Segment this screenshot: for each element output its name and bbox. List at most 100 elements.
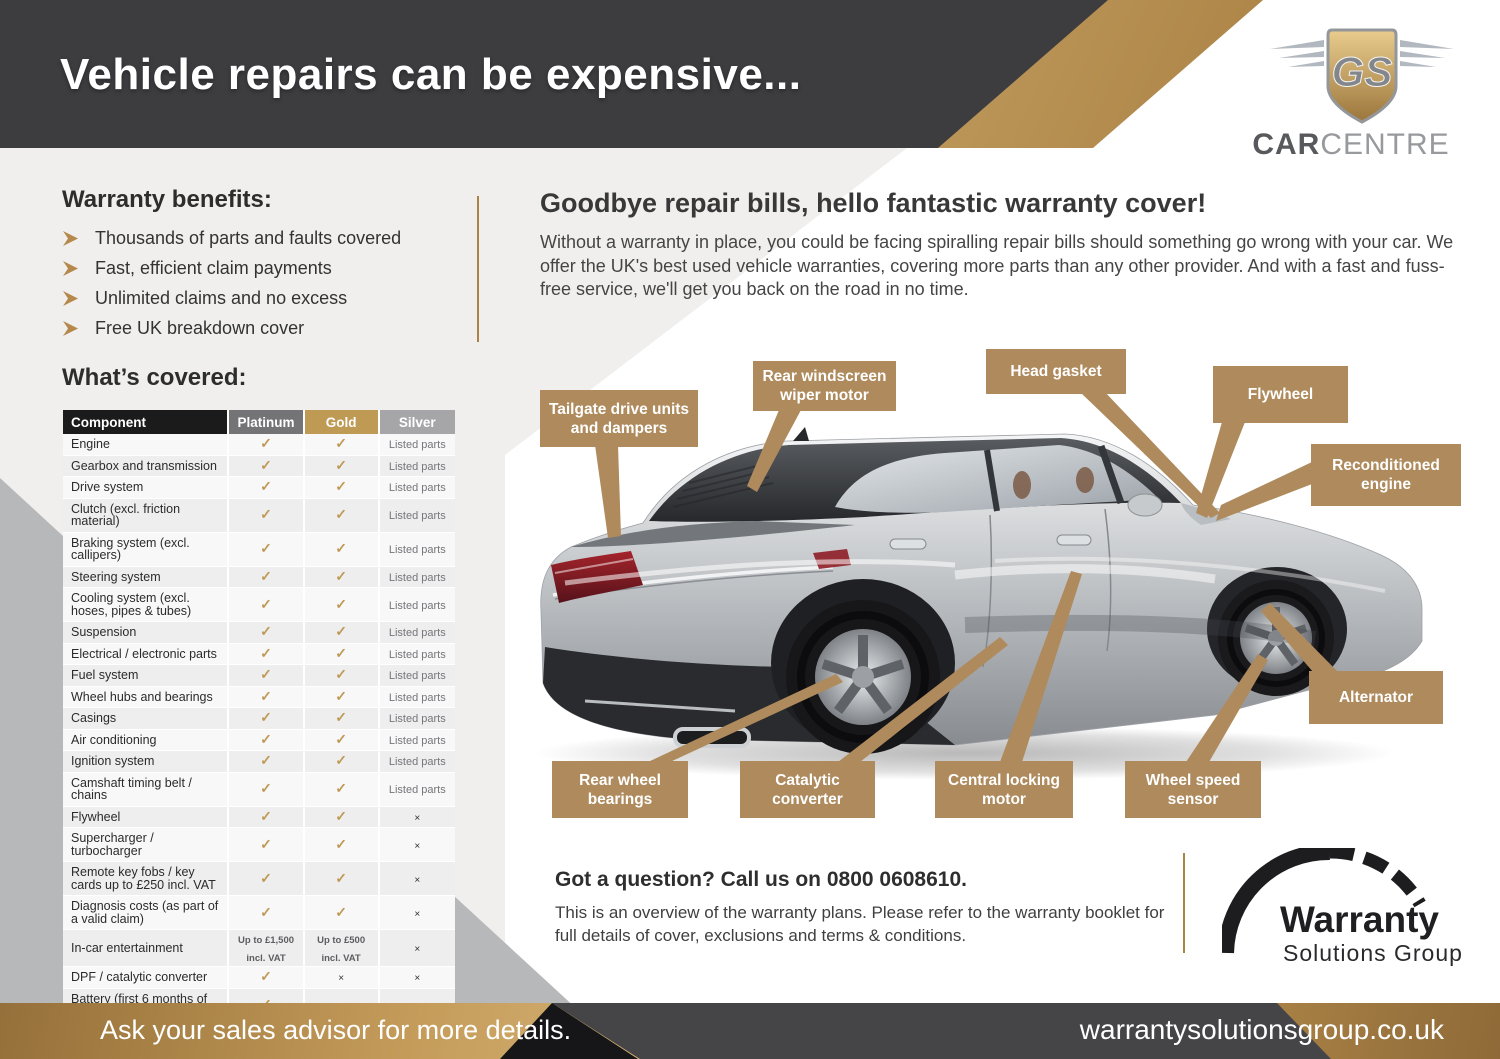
value-cell: Listed parts — [377, 455, 455, 477]
warranty-solutions-group-logo: Warranty Solutions Group — [1222, 848, 1463, 966]
value-cell: Listed parts — [377, 476, 455, 499]
value-cell: ✓ — [302, 827, 379, 862]
table-row: DPF / catalytic converter ✓ × × — [63, 966, 455, 989]
value-cell: × — [302, 966, 379, 989]
component-cell: Engine — [63, 434, 229, 456]
check-icon: ✓ — [335, 666, 347, 683]
table-row: Diagnosis costs (as part of a valid clai… — [63, 895, 455, 930]
value-cell: Up to £1,500 incl. VAT — [227, 929, 304, 967]
value-cell: × — [377, 895, 455, 930]
svg-text:Solutions Group: Solutions Group — [1283, 940, 1463, 966]
check-icon: ✓ — [335, 456, 347, 473]
component-cell: Steering system — [63, 566, 229, 588]
table-row: Camshaft timing belt / chains ✓ ✓ Listed pa… — [63, 772, 455, 807]
car-illustration — [535, 427, 1423, 780]
table-row: Steering system ✓ ✓ Listed parts — [63, 566, 455, 588]
table-row: Air conditioning ✓ ✓ Listed parts — [63, 729, 455, 751]
value-text: Up to £1,500 incl. VAT — [238, 935, 295, 964]
check-icon: ✓ — [335, 869, 347, 886]
value-cell: Listed parts — [377, 772, 455, 807]
value-cell: ✓ — [227, 729, 304, 751]
check-icon: ✓ — [260, 644, 272, 661]
value-cell: × — [377, 966, 455, 989]
check-icon: ✓ — [260, 869, 272, 886]
table-row: Suspension ✓ ✓ Listed parts — [63, 621, 455, 644]
component-cell: Ignition system — [63, 750, 229, 773]
value-cell: × — [377, 861, 455, 896]
component-cell: Electrical / electronic parts — [63, 643, 229, 665]
speedometer-arc-icon — [1222, 848, 1331, 954]
value-cell: ✓ — [227, 587, 304, 622]
callout-alternator: Alternator — [1309, 671, 1443, 724]
callout-head-gasket: Head gasket — [986, 349, 1126, 394]
component-cell: Wheel hubs and bearings — [63, 686, 229, 708]
callout-catalytic-converter: Catalytic converter — [740, 761, 875, 818]
table-row: Wheel hubs and bearings ✓ ✓ Listed parts — [63, 686, 455, 708]
chevron-arrow-icon — [63, 321, 78, 336]
check-icon: ✓ — [260, 540, 272, 556]
seat-headrest — [1013, 471, 1031, 499]
value-cell: ✓ — [302, 476, 379, 499]
value-cell: ✓ — [227, 895, 304, 930]
check-icon: ✓ — [260, 807, 272, 824]
speedometer-arc-dashes — [1329, 848, 1426, 908]
value-cell: ✓ — [302, 861, 379, 896]
check-icon: ✓ — [335, 623, 347, 640]
benefits-heading: Warranty benefits: — [62, 186, 272, 213]
value-cell: Listed parts — [377, 621, 455, 644]
check-icon: ✓ — [335, 435, 347, 452]
intro-heading: Goodbye repair bills, hello fantastic wa… — [540, 188, 1207, 218]
header-band — [0, 0, 1120, 148]
value-cell: Listed parts — [377, 686, 455, 708]
wing-icon — [1270, 40, 1454, 67]
cross-icon: × — [414, 840, 421, 852]
check-icon: ✓ — [260, 709, 272, 726]
component-cell: Cooling system (excl. hoses, pipes & tub… — [63, 587, 229, 622]
table-row: Gearbox and transmission ✓ ✓ Listed parts — [63, 455, 455, 477]
footer-website-url: warrantysolutionsgroup.co.uk — [1079, 1014, 1444, 1045]
benefit-item: Free UK breakdown cover — [62, 318, 472, 348]
value-text: Listed parts — [388, 670, 446, 683]
value-text: Listed parts — [388, 544, 446, 556]
value-cell: ✓ — [302, 664, 379, 687]
value-cell: Listed parts — [377, 750, 455, 773]
component-cell: Air conditioning — [63, 729, 229, 751]
cross-icon: × — [414, 944, 421, 955]
gs-shield-logo: GS — [1270, 28, 1454, 124]
value-text: Listed parts — [388, 691, 446, 704]
check-icon: ✓ — [260, 595, 272, 612]
value-cell: ✓ — [302, 729, 379, 751]
value-cell: Listed parts — [377, 587, 455, 622]
value-cell: ✓ — [302, 895, 379, 930]
value-cell: Listed parts — [377, 729, 455, 751]
value-cell: ✓ — [227, 772, 304, 807]
value-cell: ✓ — [227, 566, 304, 588]
check-icon: ✓ — [335, 478, 347, 495]
value-text: Listed parts — [388, 460, 446, 473]
value-cell: ✓ — [227, 966, 304, 989]
value-cell: ✓ — [302, 587, 379, 622]
value-cell: × — [377, 806, 455, 828]
table-row: In-car entertainment Up to £1,500 incl. V… — [63, 929, 455, 967]
check-icon: ✓ — [260, 687, 272, 704]
component-cell: Suspension — [63, 621, 229, 644]
value-text: Listed parts — [388, 482, 446, 495]
exhaust-trim — [673, 727, 751, 748]
component-cell: In-car entertainment — [63, 929, 229, 967]
chevron-arrow-icon — [63, 231, 78, 246]
table-row: Electrical / electronic parts ✓ ✓ Listed pa… — [63, 643, 455, 665]
component-cell: Flywheel — [63, 806, 229, 828]
component-cell: Diagnosis costs (as part of a valid clai… — [63, 895, 229, 930]
page-title: Vehicle repairs can be expensive... — [60, 50, 802, 99]
callout-tailgate-drive: Tailgate drive units and dampers — [540, 390, 698, 447]
value-cell: ✓ — [302, 772, 379, 807]
table-header-row: Component Platinum Gold Silver — [63, 410, 455, 434]
value-cell: ✓ — [227, 686, 304, 708]
check-icon: ✓ — [335, 540, 347, 556]
column-header-gold: Gold — [302, 410, 379, 434]
benefit-label: Thousands of parts and faults covered — [95, 228, 402, 248]
component-cell: Braking system (excl. callipers) — [63, 532, 229, 567]
check-icon: ✓ — [260, 506, 272, 522]
callout-rear-wiper-motor: Rear windscreen wiper motor — [753, 361, 896, 411]
door-seam — [1104, 508, 1112, 652]
